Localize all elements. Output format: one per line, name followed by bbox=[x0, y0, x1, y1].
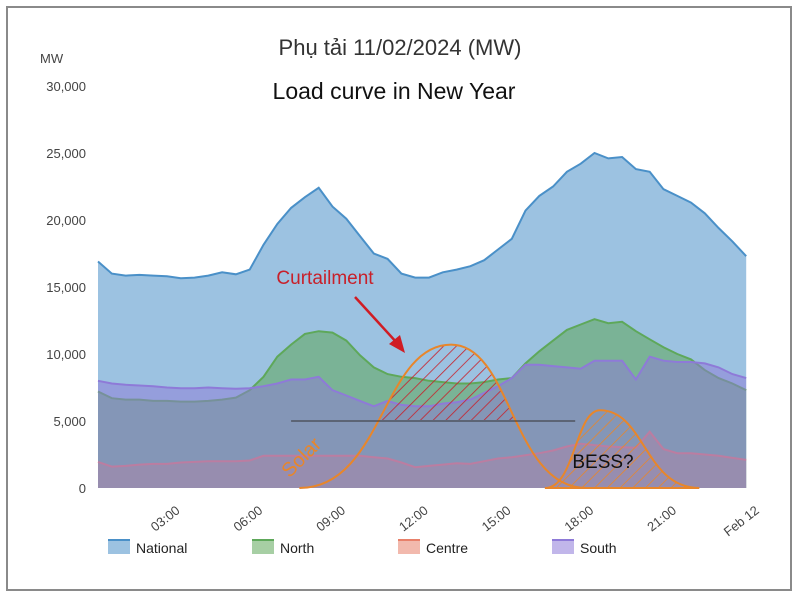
curtailment-arrow bbox=[354, 296, 399, 345]
chart-subtitle: Load curve in New Year bbox=[273, 78, 516, 104]
series-areas bbox=[97, 151, 747, 488]
bess-hatch bbox=[544, 409, 700, 489]
series-line-national bbox=[97, 151, 747, 280]
x-tick-label: 12:00 bbox=[396, 503, 431, 535]
curtailment-arrowhead bbox=[389, 335, 405, 353]
legend-item-centre[interactable]: Centre bbox=[398, 539, 468, 556]
legend-swatch bbox=[398, 540, 420, 554]
legend-label: Centre bbox=[426, 540, 468, 556]
x-tick-label: 03:00 bbox=[148, 503, 183, 535]
legend-label: South bbox=[580, 540, 617, 556]
legend: National North Centre South bbox=[108, 539, 617, 556]
curtailment-hatch bbox=[378, 344, 516, 420]
x-tick-label: Feb 12 bbox=[721, 503, 762, 540]
x-tick-label: 09:00 bbox=[313, 503, 348, 535]
chart-title: Phụ tải 11/02/2024 (MW) bbox=[279, 35, 522, 60]
curtailment-label: Curtailment bbox=[276, 268, 374, 289]
y-tick-label: 25,000 bbox=[46, 146, 86, 161]
y-tick-label: 10,000 bbox=[46, 347, 86, 362]
y-tick-label: 0 bbox=[79, 481, 86, 496]
y-axis-ticks: 0 5,000 10,000 15,000 20,000 25,000 30,000 bbox=[46, 79, 86, 496]
y-tick-label: 5,000 bbox=[53, 414, 86, 429]
y-tick-label: 30,000 bbox=[46, 79, 86, 94]
x-axis-ticks: 03:00 06:00 09:00 12:00 15:00 18:00 21:00 Feb 1… bbox=[148, 503, 762, 540]
y-tick-label: 15,000 bbox=[46, 280, 86, 295]
legend-item-south[interactable]: South bbox=[552, 539, 617, 556]
legend-item-north[interactable]: North bbox=[252, 539, 314, 556]
legend-swatch bbox=[252, 540, 274, 554]
legend-item-national[interactable]: National bbox=[108, 539, 187, 556]
x-tick-label: 15:00 bbox=[479, 503, 514, 535]
legend-swatch bbox=[552, 540, 574, 554]
legend-label: North bbox=[280, 540, 314, 556]
legend-swatch bbox=[108, 540, 130, 554]
x-tick-label: 06:00 bbox=[230, 503, 265, 535]
bess-label: BESS? bbox=[572, 452, 633, 473]
x-tick-label: 21:00 bbox=[644, 503, 679, 535]
x-tick-label: 18:00 bbox=[561, 503, 596, 535]
y-tick-label: 20,000 bbox=[46, 213, 86, 228]
legend-label: National bbox=[136, 540, 187, 556]
y-axis-label: MW bbox=[40, 51, 64, 66]
solar-curve bbox=[299, 343, 587, 489]
